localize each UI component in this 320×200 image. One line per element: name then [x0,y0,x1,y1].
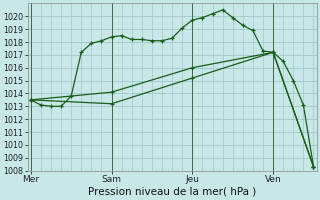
X-axis label: Pression niveau de la mer( hPa ): Pression niveau de la mer( hPa ) [88,187,256,197]
